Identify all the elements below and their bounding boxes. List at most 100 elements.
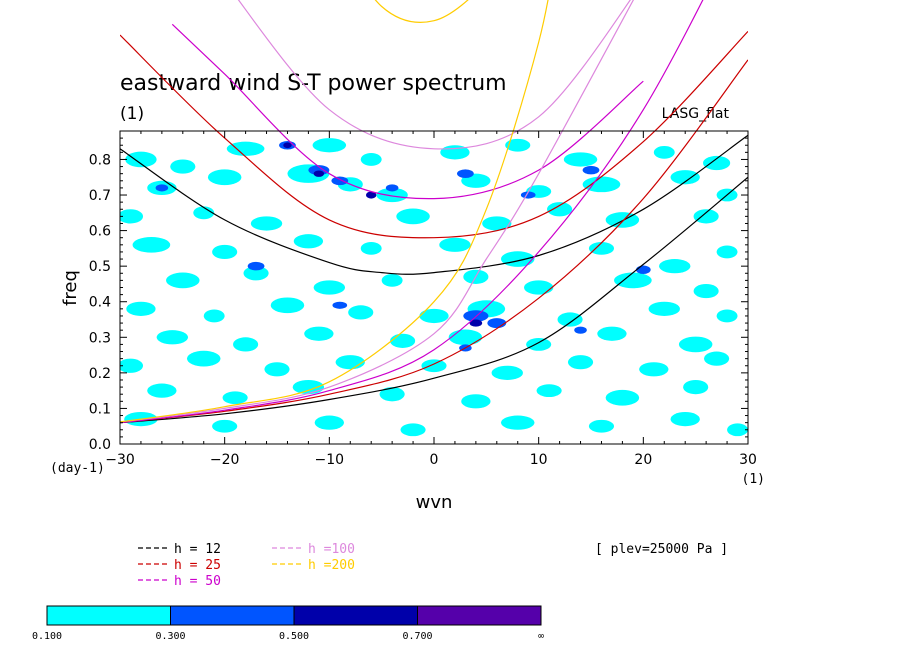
contour-patch-30 — [293, 234, 324, 249]
contour-patch-37 — [166, 272, 200, 289]
contour-patch-11 — [207, 169, 242, 186]
x-axis-label: wvn — [416, 492, 453, 513]
contour-patch-101 — [155, 184, 169, 192]
legend-label-h50: h = 50 — [174, 574, 221, 589]
chart-title: eastward wind S-T power spectrum — [120, 71, 507, 96]
contour-patch-44 — [693, 283, 719, 299]
contour-patch-64 — [264, 362, 290, 377]
contour-patch-25 — [547, 202, 573, 217]
contour-patch-89 — [331, 176, 349, 186]
colorbar-swatch-2 — [293, 605, 418, 626]
contour-patch-55 — [233, 337, 259, 352]
colorbar-label-0: 0.100 — [32, 631, 62, 642]
contour-patch-52 — [648, 301, 680, 316]
contour-patch-31 — [360, 241, 382, 255]
colorbar-label-4: ∞ — [538, 631, 544, 642]
contour-patch-88 — [308, 165, 330, 176]
contour-patch-71 — [147, 383, 177, 398]
contour-patch-69 — [639, 362, 669, 377]
contour-patch-24 — [482, 216, 512, 231]
y-tick-label: 0.6 — [89, 224, 111, 240]
contour-patch-40 — [381, 273, 403, 287]
contour-patch-66 — [421, 359, 447, 373]
contour-patch-61 — [678, 336, 713, 353]
colorbar-label-1: 0.300 — [155, 631, 185, 642]
contour-patch-90 — [385, 184, 399, 192]
contour-patch-82 — [400, 423, 426, 437]
contour-patch-58 — [448, 329, 483, 346]
contour-patch-102 — [365, 191, 377, 199]
contour-patch-84 — [588, 419, 615, 433]
colorbar: 0.100 0.300 0.500 0.700 ∞ — [32, 605, 544, 642]
contour-patch-27 — [693, 209, 719, 224]
contour-patch-21 — [193, 206, 215, 220]
contour-patch-32 — [439, 237, 471, 252]
contour-patch-18 — [670, 170, 700, 185]
contour-patch-34 — [588, 241, 615, 255]
contour-patch-81 — [314, 415, 344, 430]
contour-patch-57 — [390, 333, 416, 348]
y-tick-label: 0.7 — [89, 188, 111, 204]
contour-patch-92 — [520, 191, 536, 199]
contour-patch-91 — [457, 169, 474, 178]
gravity-curve-h200 — [374, 0, 469, 24]
contour-patch-73 — [292, 379, 325, 395]
contour-patch-47 — [270, 297, 305, 314]
contour-patch-46 — [203, 309, 225, 323]
contour-patch-0 — [125, 151, 157, 168]
contour-patch-68 — [567, 355, 594, 370]
contour-patch-59 — [526, 338, 552, 351]
gravity-curve-h100 — [237, 0, 631, 150]
contour-patch-36 — [716, 245, 738, 259]
x-axis-unit: (1) — [742, 472, 765, 487]
contour-patch-80 — [212, 419, 238, 433]
gravity-curve-h50 — [171, 23, 644, 200]
colorbar-swatch-1 — [170, 605, 295, 626]
contour-patch-45 — [126, 301, 156, 316]
contour-patch-4 — [360, 153, 382, 166]
colorbar-swatch-3 — [417, 605, 542, 626]
contour-patch-7 — [563, 152, 598, 167]
contour-patch-17 — [582, 176, 621, 193]
contour-patch-6 — [505, 138, 531, 152]
x-tick-label: 10 — [530, 452, 548, 468]
contour-patch-98 — [332, 301, 348, 309]
contour-patch-104 — [313, 170, 325, 177]
contour-patch-85 — [670, 411, 700, 427]
y-tick-label: 0.3 — [89, 330, 111, 346]
contour-patch-94 — [247, 261, 265, 271]
contour-patches — [120, 138, 748, 437]
contour-patch-93 — [582, 165, 600, 175]
x-tick-label: 30 — [739, 452, 757, 468]
x-tick-label: −30 — [105, 452, 135, 468]
contour-patch-100 — [574, 326, 587, 334]
contour-patch-8 — [653, 145, 675, 159]
contour-patch-28 — [132, 236, 171, 253]
contour-patch-62 — [120, 358, 144, 373]
model-label: LASG_flat — [662, 106, 730, 122]
gravity-curve-h25 — [120, 30, 748, 239]
contour-patch-83 — [500, 415, 535, 430]
contour-patch-53 — [716, 309, 738, 323]
contour-patch-1 — [170, 159, 196, 174]
contour-patch-48 — [348, 305, 374, 320]
x-tick-label: 20 — [634, 452, 652, 468]
contour-patch-9 — [702, 155, 731, 171]
x-tick-label: 0 — [430, 452, 439, 468]
kelvin-curve-h25 — [120, 59, 748, 424]
contour-patch-103 — [469, 319, 483, 327]
contour-patch-78 — [683, 379, 709, 395]
colorbar-label-3: 0.700 — [402, 631, 432, 642]
contour-patch-2 — [226, 141, 265, 156]
legend-label-h200: h =200 — [308, 558, 355, 573]
contour-patch-67 — [491, 365, 523, 380]
contour-patch-60 — [597, 326, 627, 341]
contour-patch-33 — [500, 251, 535, 267]
y-tick-label: 0.8 — [89, 152, 111, 168]
contour-patch-39 — [313, 280, 346, 295]
kelvin-curve-h100 — [120, 0, 635, 423]
contour-patch-72 — [222, 391, 248, 405]
legend-label-h100: h =100 — [308, 542, 355, 557]
contour-patch-54 — [156, 330, 189, 345]
